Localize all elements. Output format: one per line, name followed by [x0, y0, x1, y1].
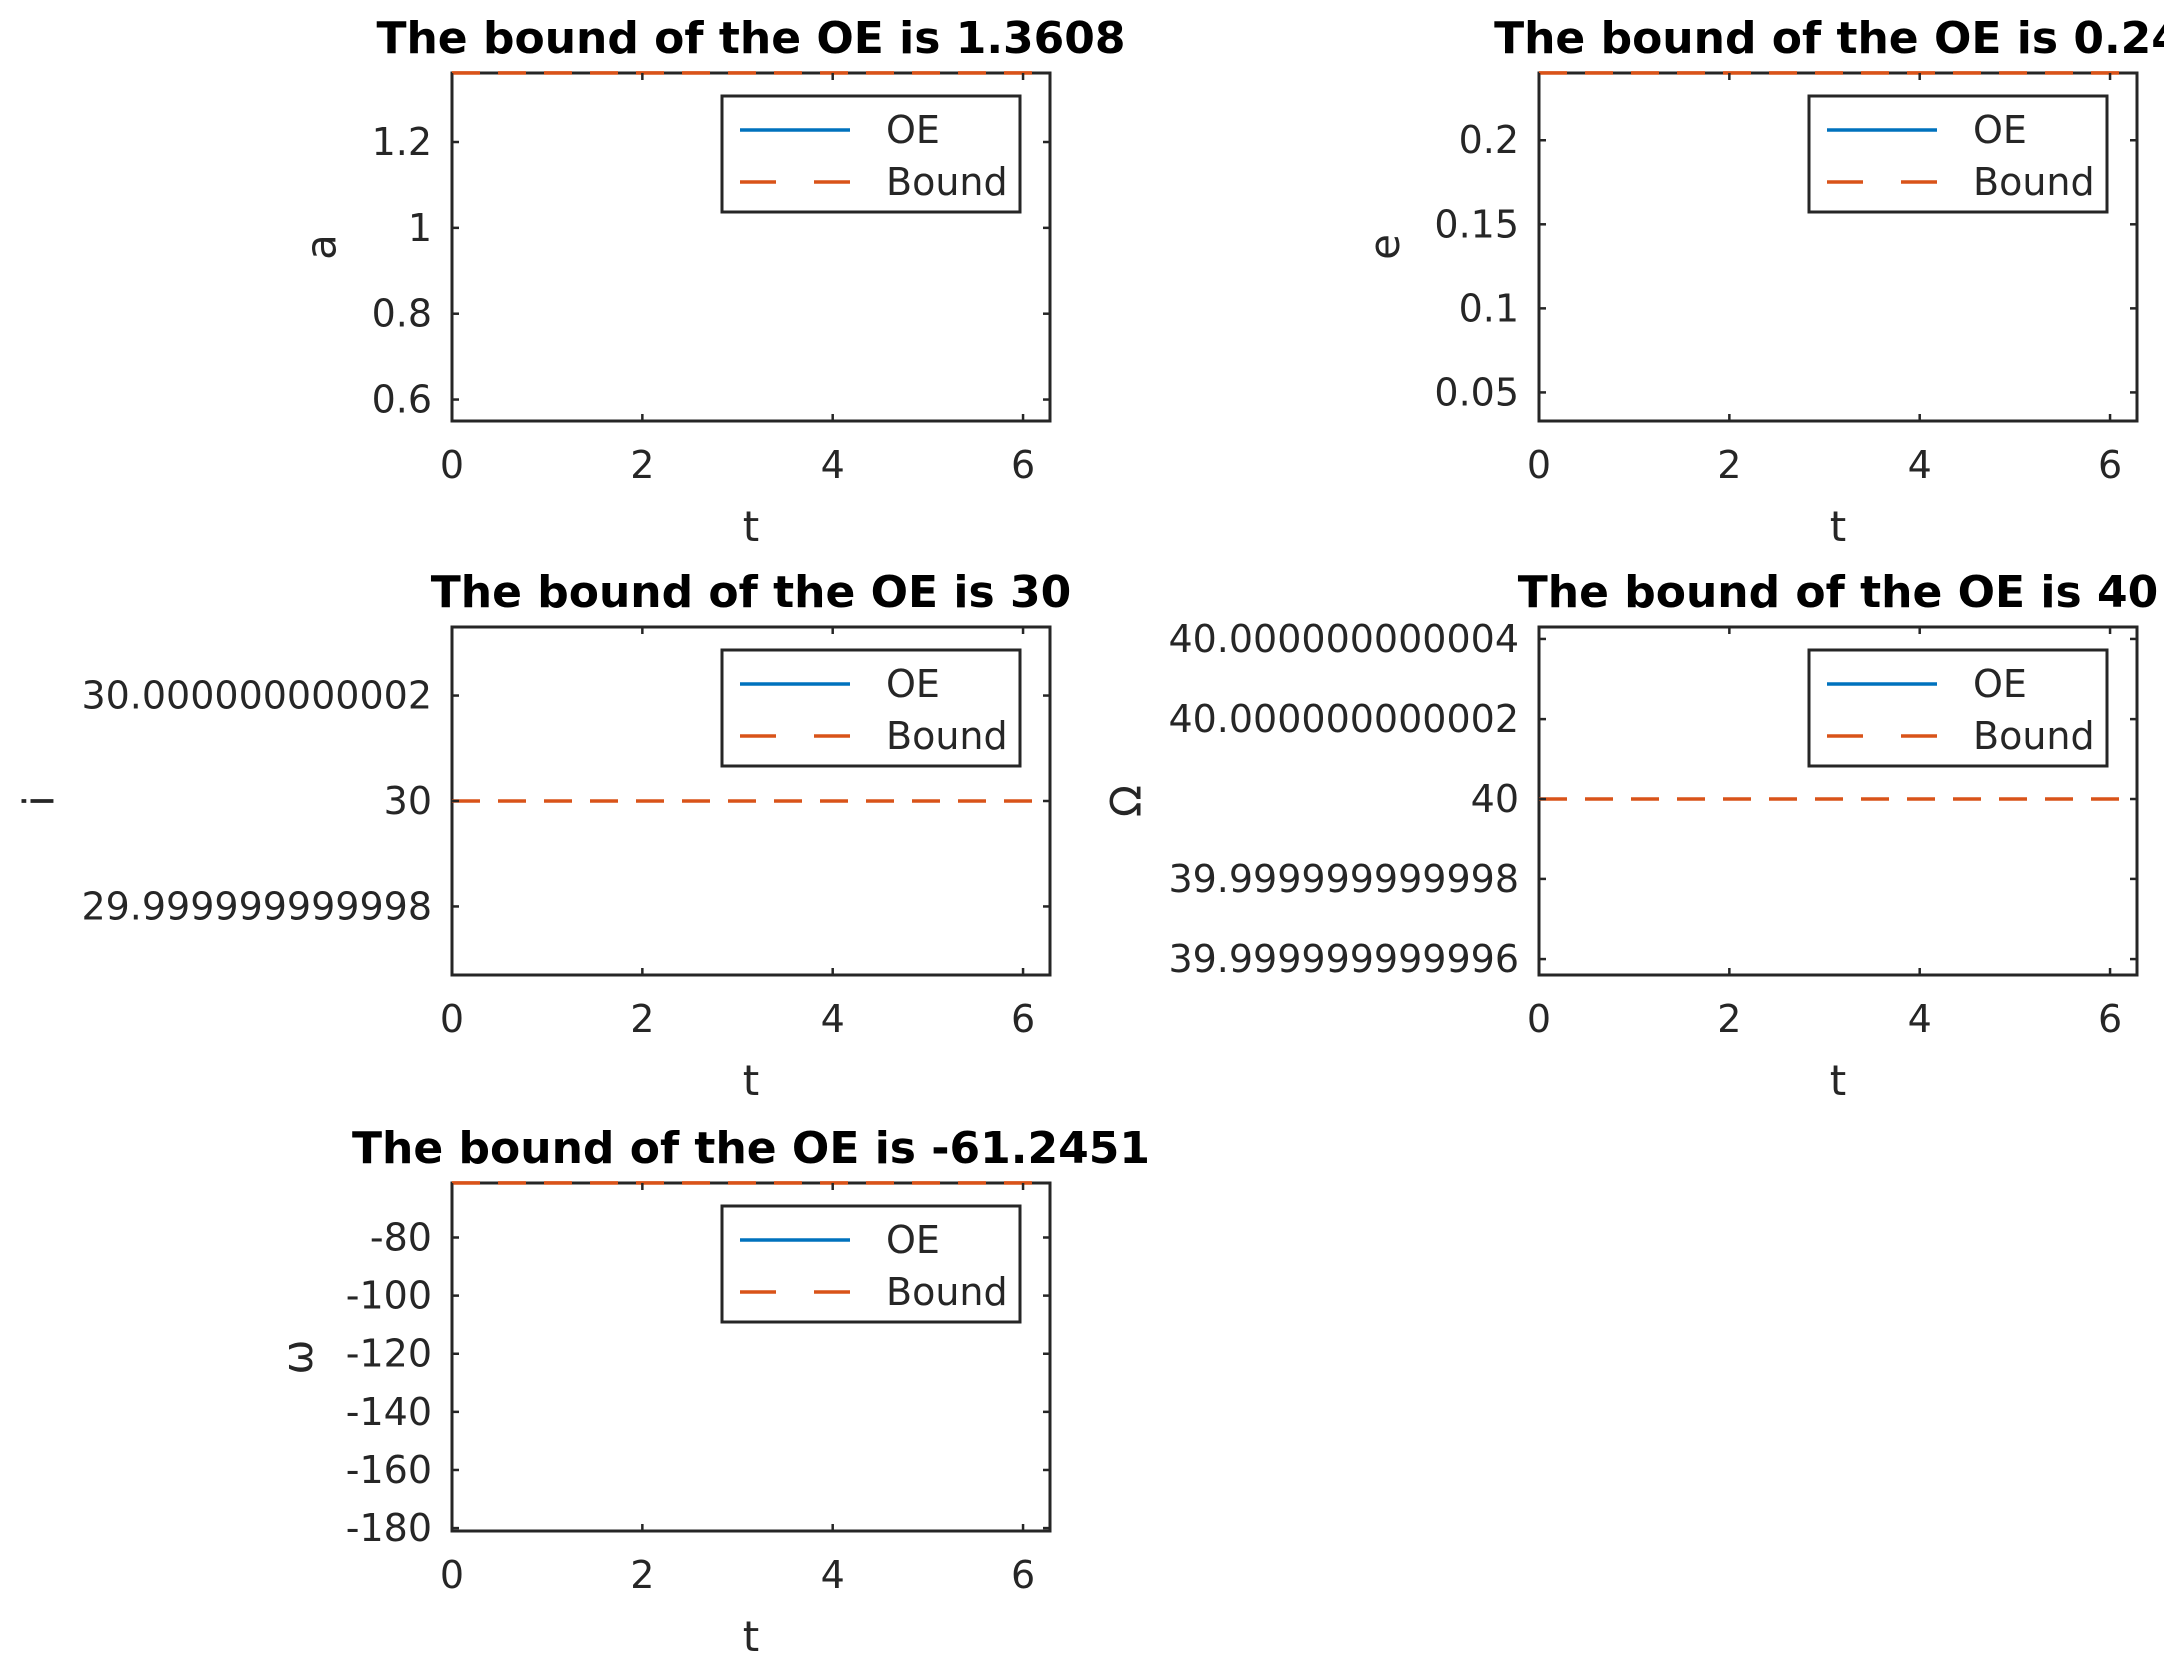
chart2-legend-label-oe: OE: [1973, 108, 2027, 152]
chart2-legend-box: [1807, 94, 2109, 214]
chart3-legend-box: [720, 648, 1022, 768]
chart1-ytick-label-2: 1: [408, 206, 432, 250]
chart4-legend-label-bound: Bound: [1973, 714, 2095, 758]
chart1-legend-label-oe: OE: [886, 108, 940, 152]
chart1-ylabel: a: [297, 234, 346, 260]
chart3-xlabel: t: [743, 1056, 759, 1105]
chart2-xtick-label-1: 2: [1717, 443, 1741, 487]
chart2: 0 2 4 6 0.05 0.1 0.15 0.2 The bound of the OE is…: [1360, 13, 2164, 551]
chart3-ylabel: i: [15, 795, 64, 807]
chart1-xtick-label-3: 6: [1011, 443, 1035, 487]
chart1-ytick-label-3: 1.2: [372, 120, 432, 164]
chart1-legend-label-bound: Bound: [886, 160, 1008, 204]
chart2-legend: OE Bound: [1807, 94, 2109, 214]
chart3-ytick-label-2: 30.000000000002: [81, 674, 432, 718]
chart4-ytick-label-1: 39.999999999998: [1168, 857, 1519, 901]
chart2-xtick-label-2: 4: [1908, 443, 1932, 487]
chart2-ytick-label-0: 0.05: [1434, 370, 1519, 414]
chart5-legend-label-oe: OE: [886, 1218, 940, 1262]
chart5-ytick-label-0: -180: [346, 1506, 432, 1550]
chart2-ytick-label-3: 0.2: [1459, 118, 1519, 162]
chart2-title: The bound of the OE is 0.24: [1494, 13, 2164, 64]
chart4-xtick-label-3: 6: [2098, 997, 2122, 1041]
chart2-ytick-label-2: 0.15: [1434, 202, 1519, 246]
chart4-xtick-label-0: 0: [1527, 997, 1551, 1041]
chart4-title: The bound of the OE is 40: [1518, 567, 2159, 618]
chart1-xtick-label-1: 2: [630, 443, 654, 487]
chart3-xtick-label-1: 2: [630, 997, 654, 1041]
chart2-xtick-label-3: 6: [2098, 443, 2122, 487]
chart5-legend-label-bound: Bound: [886, 1270, 1008, 1314]
chart1-xlabel: t: [743, 502, 759, 551]
chart5-legend-box: [720, 1204, 1022, 1324]
chart2-ylabel: e: [1360, 234, 1409, 260]
chart1-title: The bound of the OE is 1.3608: [376, 13, 1125, 64]
chart4-ytick-label-4: 40.000000000004: [1168, 617, 1519, 661]
chart5-ylabel: ω: [273, 1339, 322, 1374]
chart3-xtick-label-3: 6: [1011, 997, 1035, 1041]
chart1-ytick-label-1: 0.8: [372, 292, 432, 336]
chart3-legend: OE Bound: [720, 648, 1022, 768]
chart5-xlabel: t: [743, 1612, 759, 1661]
chart3-legend-label-oe: OE: [886, 662, 940, 706]
chart3: 0 2 4 6 29.999999999998 30 30.000000000002 The …: [15, 567, 1072, 1105]
chart5-ytick-label-4: -100: [346, 1274, 432, 1318]
chart1-xtick-label-2: 4: [821, 443, 845, 487]
chart5-xtick-label-3: 6: [1011, 1553, 1035, 1597]
chart4-legend-label-oe: OE: [1973, 662, 2027, 706]
chart4-legend: OE Bound: [1807, 648, 2109, 768]
chart3-xtick-label-2: 4: [821, 997, 845, 1041]
chart1-xtick-label-0: 0: [440, 443, 464, 487]
chart4-ylabel: Ω: [1102, 785, 1151, 817]
chart1-legend: OE Bound: [720, 94, 1022, 214]
chart5-title: The bound of the OE is -61.2451: [352, 1123, 1150, 1174]
chart3-ytick-label-1: 30: [384, 779, 432, 823]
chart5-xtick-label-2: 4: [821, 1553, 845, 1597]
chart5: 0 2 4 6 -180 -160 -140 -120 -100 -80 The bound of …: [273, 1123, 1150, 1661]
chart5-legend: OE Bound: [720, 1204, 1022, 1324]
chart5-xtick-label-1: 2: [630, 1553, 654, 1597]
chart2-legend-label-bound: Bound: [1973, 160, 2095, 204]
chart4-xtick-label-2: 4: [1908, 997, 1932, 1041]
chart1-legend-box: [720, 94, 1022, 214]
chart5-ytick-label-5: -80: [370, 1216, 432, 1260]
chart3-xtick-label-0: 0: [440, 997, 464, 1041]
chart5-ytick-label-1: -160: [346, 1448, 432, 1492]
chart2-xtick-label-0: 0: [1527, 443, 1551, 487]
chart3-title: The bound of the OE is 30: [431, 567, 1072, 618]
chart2-xlabel: t: [1830, 502, 1846, 551]
chart4-xtick-label-1: 2: [1717, 997, 1741, 1041]
chart3-legend-label-bound: Bound: [886, 714, 1008, 758]
chart5-ytick-label-2: -140: [346, 1390, 432, 1434]
chart3-ytick-label-0: 29.999999999998: [81, 884, 432, 928]
chart4-xlabel: t: [1830, 1056, 1846, 1105]
chart2-ytick-label-1: 0.1: [1459, 286, 1519, 330]
chart1-ytick-label-0: 0.6: [372, 378, 432, 422]
chart1: 0 2 4 6 0.6 0.8 1 1.2 The bound of the OE is 1.3…: [297, 13, 1126, 551]
chart4: 0 2 4 6 39.999999999996 39.999999999998 40 40.0…: [1102, 567, 2159, 1105]
chart4-ytick-label-0: 39.999999999996: [1168, 937, 1519, 981]
chart4-legend-box: [1807, 648, 2109, 768]
chart4-ytick-label-2: 40: [1471, 777, 1519, 821]
chart5-ytick-label-3: -120: [346, 1332, 432, 1376]
chart5-xtick-label-0: 0: [440, 1553, 464, 1597]
chart4-ytick-label-3: 40.000000000002: [1168, 697, 1519, 741]
